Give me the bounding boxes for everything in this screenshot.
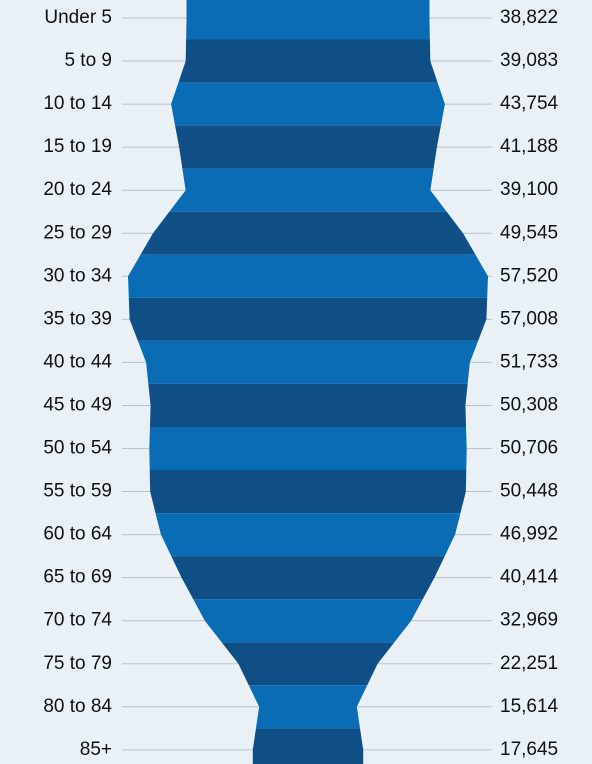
- category-label: Under 5: [44, 7, 112, 28]
- band: [155, 513, 461, 557]
- category-label: 5 to 9: [64, 50, 112, 71]
- band: [221, 642, 395, 686]
- value-label: 39,083: [500, 50, 558, 71]
- category-label: 15 to 19: [43, 136, 112, 157]
- value-label: 57,008: [500, 308, 558, 329]
- value-label: 49,545: [500, 222, 558, 243]
- category-label: 10 to 14: [43, 93, 112, 114]
- category-label: 20 to 24: [43, 179, 112, 200]
- value-label: 32,969: [500, 610, 558, 631]
- category-label: 55 to 59: [43, 481, 112, 502]
- band: [149, 470, 467, 514]
- value-label: 57,520: [500, 265, 558, 286]
- band: [193, 599, 423, 643]
- band: [128, 254, 488, 298]
- value-label: 38,822: [500, 7, 558, 28]
- band: [128, 297, 488, 341]
- band: [148, 383, 468, 427]
- category-label: 25 to 29: [43, 222, 112, 243]
- category-label: 45 to 49: [43, 394, 112, 415]
- value-label: 46,992: [500, 524, 558, 545]
- value-label: 39,100: [500, 179, 558, 200]
- value-label: 17,645: [500, 739, 558, 760]
- band: [186, 0, 430, 40]
- band: [137, 340, 479, 384]
- band: [149, 426, 467, 471]
- category-label: 75 to 79: [43, 653, 112, 674]
- value-label: 51,733: [500, 351, 558, 372]
- value-label: 22,251: [500, 653, 558, 674]
- band: [171, 82, 445, 126]
- category-label: 30 to 34: [43, 265, 112, 286]
- category-label: 70 to 74: [43, 610, 112, 631]
- band: [175, 125, 441, 169]
- value-label: 50,448: [500, 481, 558, 502]
- value-label: 50,308: [500, 394, 558, 415]
- category-label: 65 to 69: [43, 567, 112, 588]
- category-label: 35 to 39: [43, 308, 112, 329]
- category-label: 40 to 44: [43, 351, 112, 372]
- category-label: 50 to 54: [43, 438, 112, 459]
- category-label: 85+: [80, 739, 112, 760]
- value-label: 50,706: [500, 438, 558, 459]
- band: [169, 168, 447, 212]
- value-label: 43,754: [500, 93, 559, 114]
- value-label: 40,414: [500, 567, 559, 588]
- band: [178, 39, 438, 83]
- band: [171, 556, 445, 600]
- band: [248, 685, 368, 729]
- band: [140, 211, 476, 255]
- band: [252, 728, 364, 764]
- value-label: 41,188: [500, 136, 558, 157]
- category-label: 80 to 84: [43, 696, 112, 717]
- category-label: 60 to 64: [43, 524, 112, 545]
- value-label: 15,614: [500, 696, 559, 717]
